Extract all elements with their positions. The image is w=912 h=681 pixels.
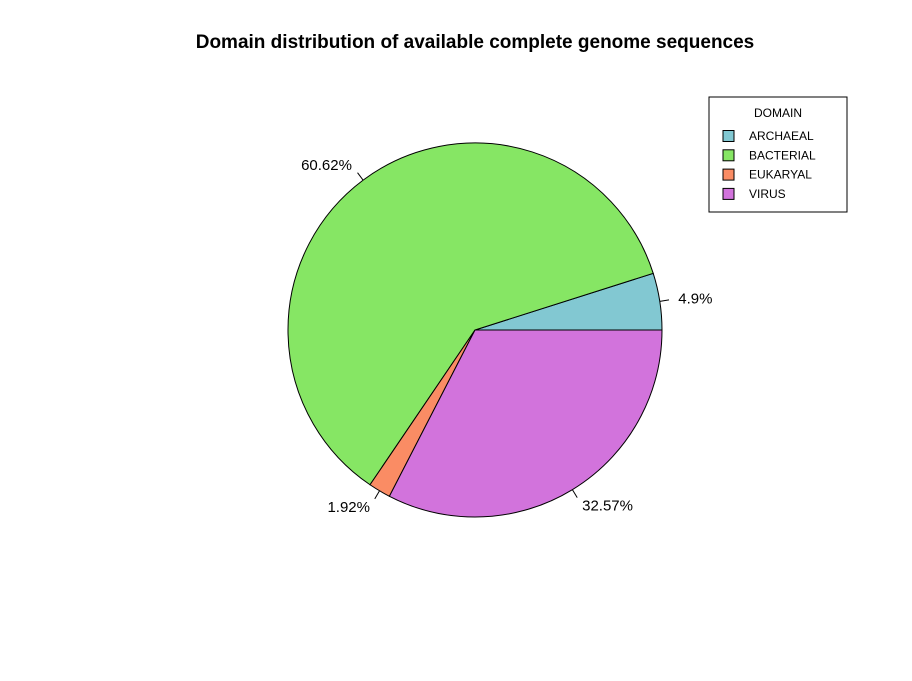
legend: DOMAIN ARCHAEAL BACTERIAL EUKARYAL VIRUS: [708, 96, 848, 213]
legend-swatch-bacterial: [722, 149, 735, 162]
slice-label-tick: [357, 172, 364, 181]
legend-swatch-virus: [722, 187, 735, 200]
slice-percent-label: 32.57%: [582, 498, 633, 515]
slice-percent-label: 4.9%: [678, 290, 712, 307]
pie-slices: [287, 142, 663, 518]
chart-title: Domain distribution of available complet…: [196, 32, 755, 53]
slice-label-tick: [374, 490, 380, 500]
legend-swatch-eukaryal: [722, 168, 735, 181]
slice-label-tick: [571, 489, 578, 498]
pie-slice-bacterial: [287, 142, 654, 486]
legend-items: ARCHAEAL BACTERIAL EUKARYAL VIRUS: [722, 129, 816, 201]
slice-labels: 4.9% 60.62% 1.92% 32.57%: [301, 157, 712, 516]
legend-label-archaeal: ARCHAEAL: [749, 129, 814, 143]
legend-label-bacterial: BACTERIAL: [749, 148, 816, 162]
legend-label-virus: VIRUS: [749, 187, 786, 201]
slice-label-tick: [659, 299, 670, 302]
legend-swatch-archaeal: [722, 130, 735, 142]
legend-label-eukaryal: EUKARYAL: [749, 168, 812, 182]
slice-percent-label: 1.92%: [327, 499, 370, 516]
slice-percent-label: 60.62%: [301, 157, 352, 174]
legend-title: DOMAIN: [754, 106, 802, 120]
